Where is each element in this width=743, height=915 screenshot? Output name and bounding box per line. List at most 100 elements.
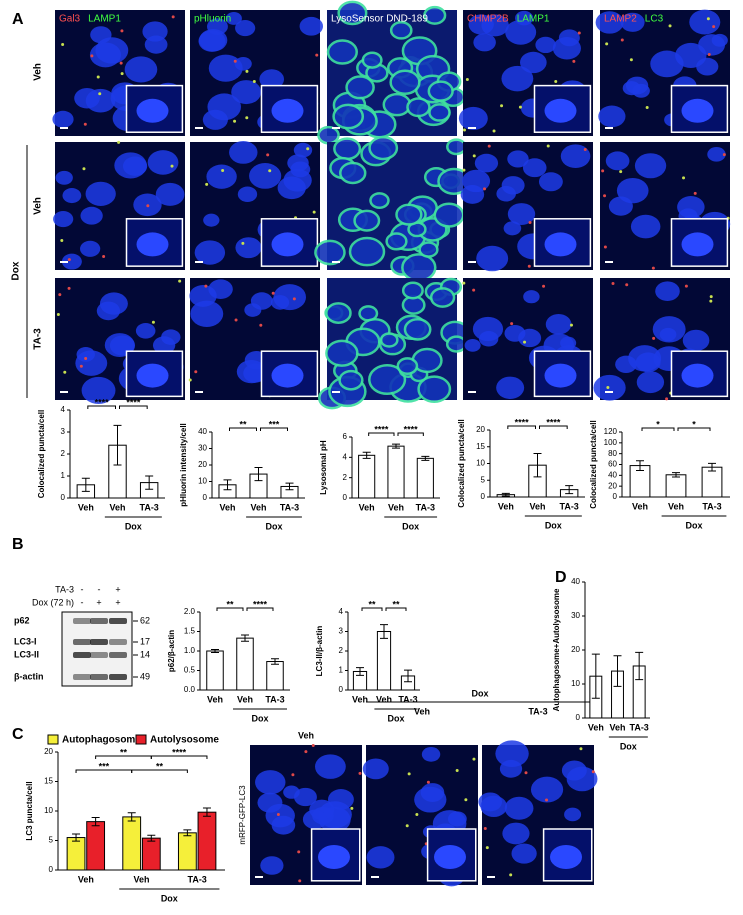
blot-sign: + — [115, 597, 120, 607]
nucleus — [616, 177, 649, 204]
significance-bracket — [119, 405, 148, 409]
mw-label: 62 — [140, 615, 150, 625]
puncta — [528, 221, 532, 225]
x-tick-label: Veh — [376, 694, 392, 704]
bar — [376, 631, 392, 691]
nucleus — [593, 374, 626, 401]
mw-label: 49 — [140, 671, 150, 681]
y-axis-label: Colocalized puncta/cell — [589, 420, 598, 508]
scale-bar — [195, 261, 203, 263]
x-tick-label: Veh — [78, 502, 94, 512]
significance-label: **** — [374, 424, 389, 434]
nucleus — [61, 253, 82, 270]
nucleus — [447, 811, 467, 827]
puncta — [298, 879, 302, 883]
stain-label: LAMP1 — [517, 14, 550, 25]
nucleus — [511, 843, 537, 864]
cell-outline — [423, 5, 447, 25]
significance-label: ** — [368, 599, 376, 609]
scale-bar — [60, 127, 68, 129]
nucleus — [95, 37, 129, 64]
bar — [701, 466, 723, 498]
y-tick-label: 120 — [604, 427, 618, 436]
puncta — [472, 288, 476, 292]
nucleus — [515, 10, 534, 26]
y-tick-label: 6 — [343, 432, 348, 441]
significance-bracket — [216, 607, 244, 611]
bar — [416, 457, 434, 499]
error-bar — [145, 475, 154, 490]
error-bar — [271, 658, 279, 665]
nucleus — [366, 846, 395, 869]
nucleus — [696, 57, 719, 76]
y-tick-label: 30 — [198, 444, 207, 453]
nucleus — [231, 80, 262, 105]
x-tick-label: Veh — [250, 502, 266, 512]
cell-outline — [368, 135, 399, 161]
group-label: Dox — [11, 261, 22, 280]
nucleus — [135, 322, 156, 339]
y-tick-label: 0 — [203, 493, 208, 502]
nucleus — [271, 232, 304, 257]
significance-label: **** — [546, 417, 561, 427]
puncta — [233, 119, 237, 123]
cell-outline — [348, 236, 386, 267]
blot-band — [109, 674, 127, 680]
nucleus — [479, 331, 499, 347]
puncta — [472, 154, 476, 158]
blot-band — [109, 652, 127, 658]
nucleus — [206, 164, 237, 189]
puncta — [651, 266, 655, 270]
nucleus — [244, 303, 262, 317]
nucleus — [598, 105, 626, 128]
x-tick-label: Veh — [498, 501, 514, 511]
bar — [177, 832, 197, 871]
blot-band — [90, 639, 108, 645]
nucleus — [605, 151, 630, 171]
x-tick-label: Veh — [207, 694, 223, 704]
group-label: Dox — [471, 688, 488, 698]
cell-outline — [338, 369, 364, 391]
scale-bar — [195, 127, 203, 129]
bar — [387, 445, 405, 499]
puncta — [312, 210, 316, 214]
cell-outline — [406, 97, 431, 118]
puncta — [693, 191, 697, 195]
significance-bracket — [368, 432, 395, 436]
scale-bar — [468, 261, 476, 263]
nucleus — [564, 807, 582, 822]
y-tick-label: 3 — [339, 627, 344, 636]
y-tick-label: 60 — [608, 460, 617, 469]
puncta — [83, 122, 87, 126]
error-bar — [127, 812, 136, 822]
x-tick-label: Veh — [133, 874, 149, 884]
nucleus — [615, 355, 637, 374]
puncta — [58, 293, 62, 297]
puncta — [84, 356, 88, 360]
nucleus — [545, 313, 572, 335]
nucleus — [136, 232, 169, 257]
puncta — [464, 798, 468, 802]
x-tick-label: TA-3 — [187, 874, 206, 884]
significance-bracket — [397, 432, 424, 436]
error-bar — [565, 485, 574, 495]
y-tick-label: 0 — [613, 492, 618, 501]
puncta — [492, 129, 496, 133]
puncta — [603, 245, 607, 249]
band-label: p62 — [14, 615, 30, 625]
puncta — [171, 15, 175, 19]
nucleus — [155, 182, 185, 206]
nucleus — [566, 766, 598, 792]
group-label: Dox — [161, 893, 178, 903]
blot-sign: - — [98, 584, 101, 594]
cell-outline — [369, 192, 390, 210]
y-tick-label: 30 — [571, 611, 580, 620]
x-tick-label: Veh — [78, 874, 94, 884]
puncta — [601, 169, 605, 173]
significance-bracket — [229, 427, 257, 431]
puncta — [527, 264, 531, 268]
legend-label: Autolysosome — [150, 735, 219, 746]
x-tick-label: TA-3 — [702, 501, 721, 511]
bar — [197, 811, 217, 871]
puncta — [523, 340, 527, 344]
